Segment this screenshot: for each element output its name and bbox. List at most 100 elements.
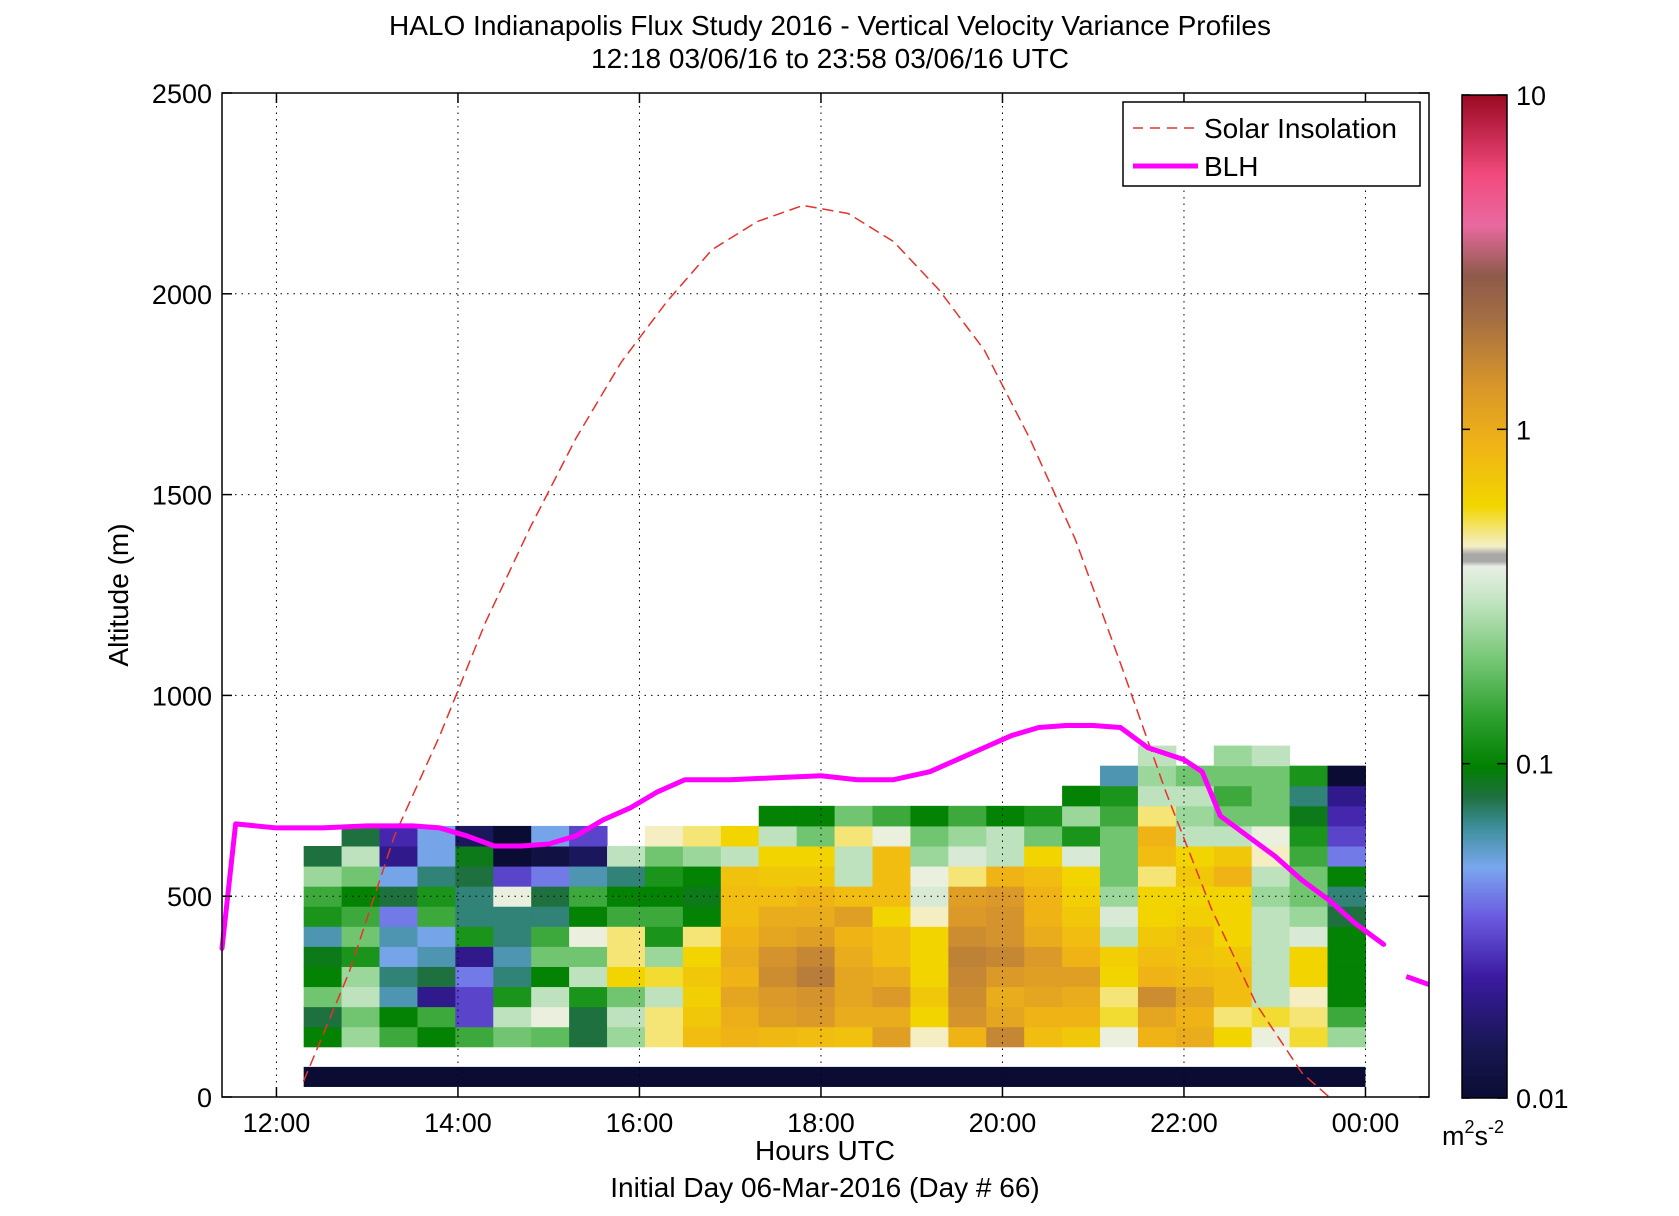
- colorbar-units-base: m: [1442, 1121, 1465, 1151]
- heatmap-cell: [1137, 745, 1177, 767]
- heatmap-cell: [1289, 906, 1329, 927]
- legend-box: [1122, 101, 1421, 187]
- heatmap-cell: [1327, 986, 1366, 1008]
- heatmap-cell: [607, 946, 646, 967]
- heatmap-cell: [758, 1026, 798, 1048]
- heatmap-cell: [948, 1006, 987, 1028]
- heatmap-cell: [493, 986, 532, 1008]
- heatmap-cell: [758, 906, 798, 927]
- heatmap-cell: [986, 825, 1025, 847]
- heatmap-cell: [1327, 866, 1366, 887]
- heatmap-cell: [872, 866, 911, 887]
- x-tick-label: 22:00: [1150, 1108, 1218, 1138]
- heatmap-cell: [1137, 785, 1177, 807]
- heatmap-cell: [796, 825, 836, 847]
- heatmap-cell: [910, 966, 949, 988]
- heatmap-cell: [1213, 986, 1253, 1008]
- heatmap-cell: [379, 866, 418, 887]
- heatmap-cell: [379, 926, 418, 947]
- heatmap-cell: [910, 926, 949, 947]
- heatmap-cell: [1137, 1026, 1177, 1048]
- heatmap-cell: [1137, 765, 1177, 787]
- heatmap-cell: [493, 926, 532, 947]
- heatmap-cell: [607, 846, 646, 867]
- heatmap-cell: [1327, 785, 1366, 807]
- x-axis-sublabel: Initial Day 06-Mar-2016 (Day # 66): [610, 1172, 1040, 1203]
- heatmap-cell: [872, 986, 911, 1008]
- heatmap-cell: [1289, 986, 1329, 1008]
- heatmap-cell: [569, 966, 608, 988]
- heatmap-cell: [872, 906, 911, 927]
- heatmap-cell: [720, 866, 760, 887]
- x-tick-label: 12:00: [243, 1108, 311, 1138]
- x-axis-label: Hours UTC: [755, 1135, 895, 1166]
- heatmap-cell: [834, 906, 873, 927]
- heatmap-cell: [379, 946, 418, 967]
- heatmap-cell: [758, 825, 798, 847]
- heatmap-cell: [341, 886, 381, 907]
- heatmap-cell: [607, 1026, 646, 1048]
- heatmap-cell: [948, 946, 987, 967]
- heatmap-cell: [1100, 805, 1139, 827]
- heatmap-cell: [1213, 946, 1253, 967]
- heatmap-cell: [834, 846, 873, 867]
- heatmap-cell: [1327, 946, 1366, 967]
- x-tick-label: 16:00: [606, 1108, 674, 1138]
- heatmap-cell: [1100, 1006, 1139, 1028]
- colorbar-units-s: s: [1475, 1121, 1489, 1151]
- y-tick-label: 2500: [152, 79, 212, 109]
- heatmap-cell: [682, 825, 722, 847]
- heatmap-cell: [834, 966, 873, 988]
- heatmap-cell: [910, 986, 949, 1008]
- heatmap-cell: [796, 986, 836, 1008]
- heatmap-cell: [531, 966, 570, 988]
- heatmap-cell: [1327, 805, 1366, 827]
- heatmap-cell: [720, 846, 760, 867]
- heatmap-cell: [682, 926, 722, 947]
- heatmap-cell: [1100, 906, 1139, 927]
- heatmap-cell: [986, 1006, 1025, 1028]
- heatmap-cell: [1175, 1026, 1215, 1048]
- heatmap-cell: [531, 886, 570, 907]
- heatmap-cell: [1327, 966, 1366, 988]
- heatmap-cell: [341, 946, 381, 967]
- heatmap-cell: [986, 1026, 1025, 1048]
- chart-title: HALO Indianapolis Flux Study 2016 - Vert…: [389, 10, 1271, 41]
- y-tick-label: 2000: [152, 280, 212, 310]
- heatmap-cell: [682, 966, 722, 988]
- heatmap-cell: [644, 926, 684, 947]
- x-axis-ticks: 12:00 14:00 16:00 18:00 20:00 22:00 00:00: [243, 93, 1400, 1138]
- heatmap-cell: [872, 825, 911, 847]
- heatmap-cell: [417, 866, 456, 887]
- heatmap-cell: [493, 906, 532, 927]
- heatmap-cell: [1175, 966, 1215, 988]
- heatmap-cell: [1024, 866, 1063, 887]
- heatmap-cell: [1137, 825, 1177, 847]
- colorbar-units: m2s-2: [1442, 1117, 1504, 1151]
- heatmap-cell: [569, 926, 608, 947]
- heatmap-cell: [341, 986, 381, 1008]
- heatmap-cell: [644, 1006, 684, 1028]
- heatmap-cell: [531, 926, 570, 947]
- heatmap-cell: [455, 946, 494, 967]
- heatmap-cell: [569, 886, 608, 907]
- heatmap-cell: [910, 805, 949, 827]
- heatmap-cell: [569, 1026, 608, 1048]
- y-tick-label: 500: [167, 882, 212, 912]
- heatmap-cell: [379, 1006, 418, 1028]
- heatmap-cell: [872, 1026, 911, 1048]
- heatmap-cell: [1213, 765, 1253, 787]
- y-tick-label: 1500: [152, 481, 212, 511]
- x-tick-label: 00:00: [1332, 1108, 1400, 1138]
- heatmap-cell: [1100, 986, 1139, 1008]
- heatmap-cell: [834, 1006, 873, 1028]
- heatmap-cell: [986, 805, 1025, 827]
- heatmap-cell: [1175, 906, 1215, 927]
- y-axis-ticks: 0 500 1000 1500 2000 2500: [152, 79, 1429, 1113]
- heatmap-cell: [1289, 846, 1329, 867]
- heatmap-cell: [1062, 805, 1101, 827]
- heatmap-cell: [758, 886, 798, 907]
- heatmap-cell: [303, 1026, 343, 1048]
- heatmap-cell: [682, 846, 722, 867]
